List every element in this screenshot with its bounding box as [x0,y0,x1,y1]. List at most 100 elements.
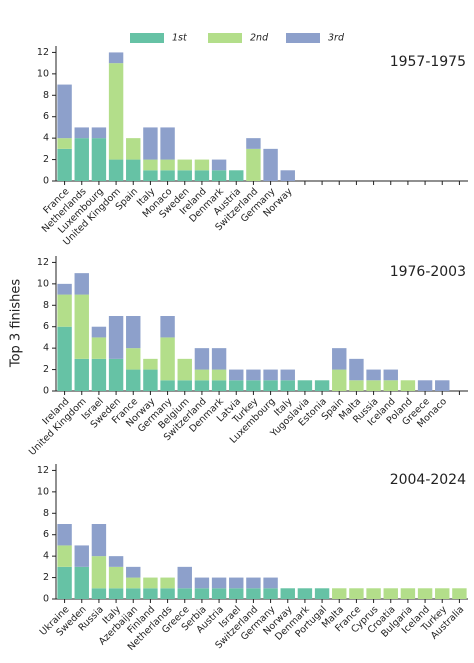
y-tick-label: 10 [37,68,49,79]
bar [314,588,330,599]
bar [74,358,89,391]
legend-label: 2nd [250,33,269,44]
y-tick-label: 0 [43,594,49,605]
y-tick-label: 2 [43,572,49,583]
bar [57,326,72,391]
bar [126,138,141,160]
bar [211,369,227,381]
bar [349,380,364,391]
bar [126,566,141,578]
bar [91,326,107,338]
bar [74,545,89,567]
y-tick-label: 12 [37,47,49,58]
bar [143,358,158,370]
bar [280,588,295,599]
bar [126,316,141,349]
bar [160,577,175,589]
y-tick-label: 2 [43,154,49,165]
bar [229,380,244,391]
panel-title: 1957-1975 [390,54,466,70]
bar [314,380,330,391]
bar [194,369,210,381]
bar [263,577,278,589]
bar [74,138,89,181]
bar [194,577,210,589]
bar [211,170,227,181]
bar [74,566,89,599]
bar [211,588,227,599]
bar [126,588,141,599]
bar [400,380,416,391]
bar [332,348,347,370]
bar [91,127,107,139]
bar [211,577,227,589]
bar [91,358,107,391]
bar [194,348,210,370]
bar [126,577,141,589]
bar [177,358,192,381]
y-tick-label: 12 [37,465,49,476]
y-axis-label: Top 3 finishes [9,279,24,369]
bar [143,127,158,160]
bar [246,588,261,599]
bar [246,148,261,181]
bar [160,337,175,381]
bar [366,380,381,391]
bar [263,588,278,599]
bar [126,348,141,370]
bar [194,380,210,391]
y-tick-label: 4 [43,133,49,144]
bar [452,588,467,599]
bar [211,159,227,171]
legend-label: 1st [172,33,188,44]
bar [108,588,124,599]
bar [417,380,433,391]
bar [108,556,124,567]
bar [332,369,347,391]
bar [280,380,295,391]
y-tick-label: 6 [43,321,49,332]
bar [280,170,295,181]
bar [126,159,141,181]
bar [74,127,89,139]
bar [383,380,398,391]
bar [263,380,278,391]
bar [108,358,124,391]
bar [108,159,124,181]
bar [57,84,72,139]
y-tick-label: 4 [43,343,49,354]
bar [177,588,192,599]
bar [91,556,107,589]
bar [57,294,72,327]
bar [194,588,210,599]
bar [57,148,72,181]
bar [383,369,398,381]
y-tick-label: 8 [43,508,49,519]
bar [177,380,192,391]
bar [74,273,89,295]
bar [160,316,175,338]
bar [211,380,227,391]
bar [194,170,210,181]
bar [143,588,158,599]
bar [57,566,72,599]
bar [263,148,278,181]
bar [194,159,210,171]
bar [229,588,244,599]
legend-swatch [286,33,320,43]
y-tick-label: 8 [43,90,49,101]
bar [108,63,124,160]
bar [400,588,416,599]
y-tick-label: 0 [43,386,49,397]
y-tick-label: 6 [43,111,49,122]
bar [263,369,278,381]
bar [332,588,347,599]
y-tick-label: 0 [43,176,49,187]
bar [108,316,124,359]
bar [160,170,175,181]
bar [108,566,124,589]
bar [435,588,450,599]
legend-swatch [208,33,242,43]
bar [160,127,175,160]
